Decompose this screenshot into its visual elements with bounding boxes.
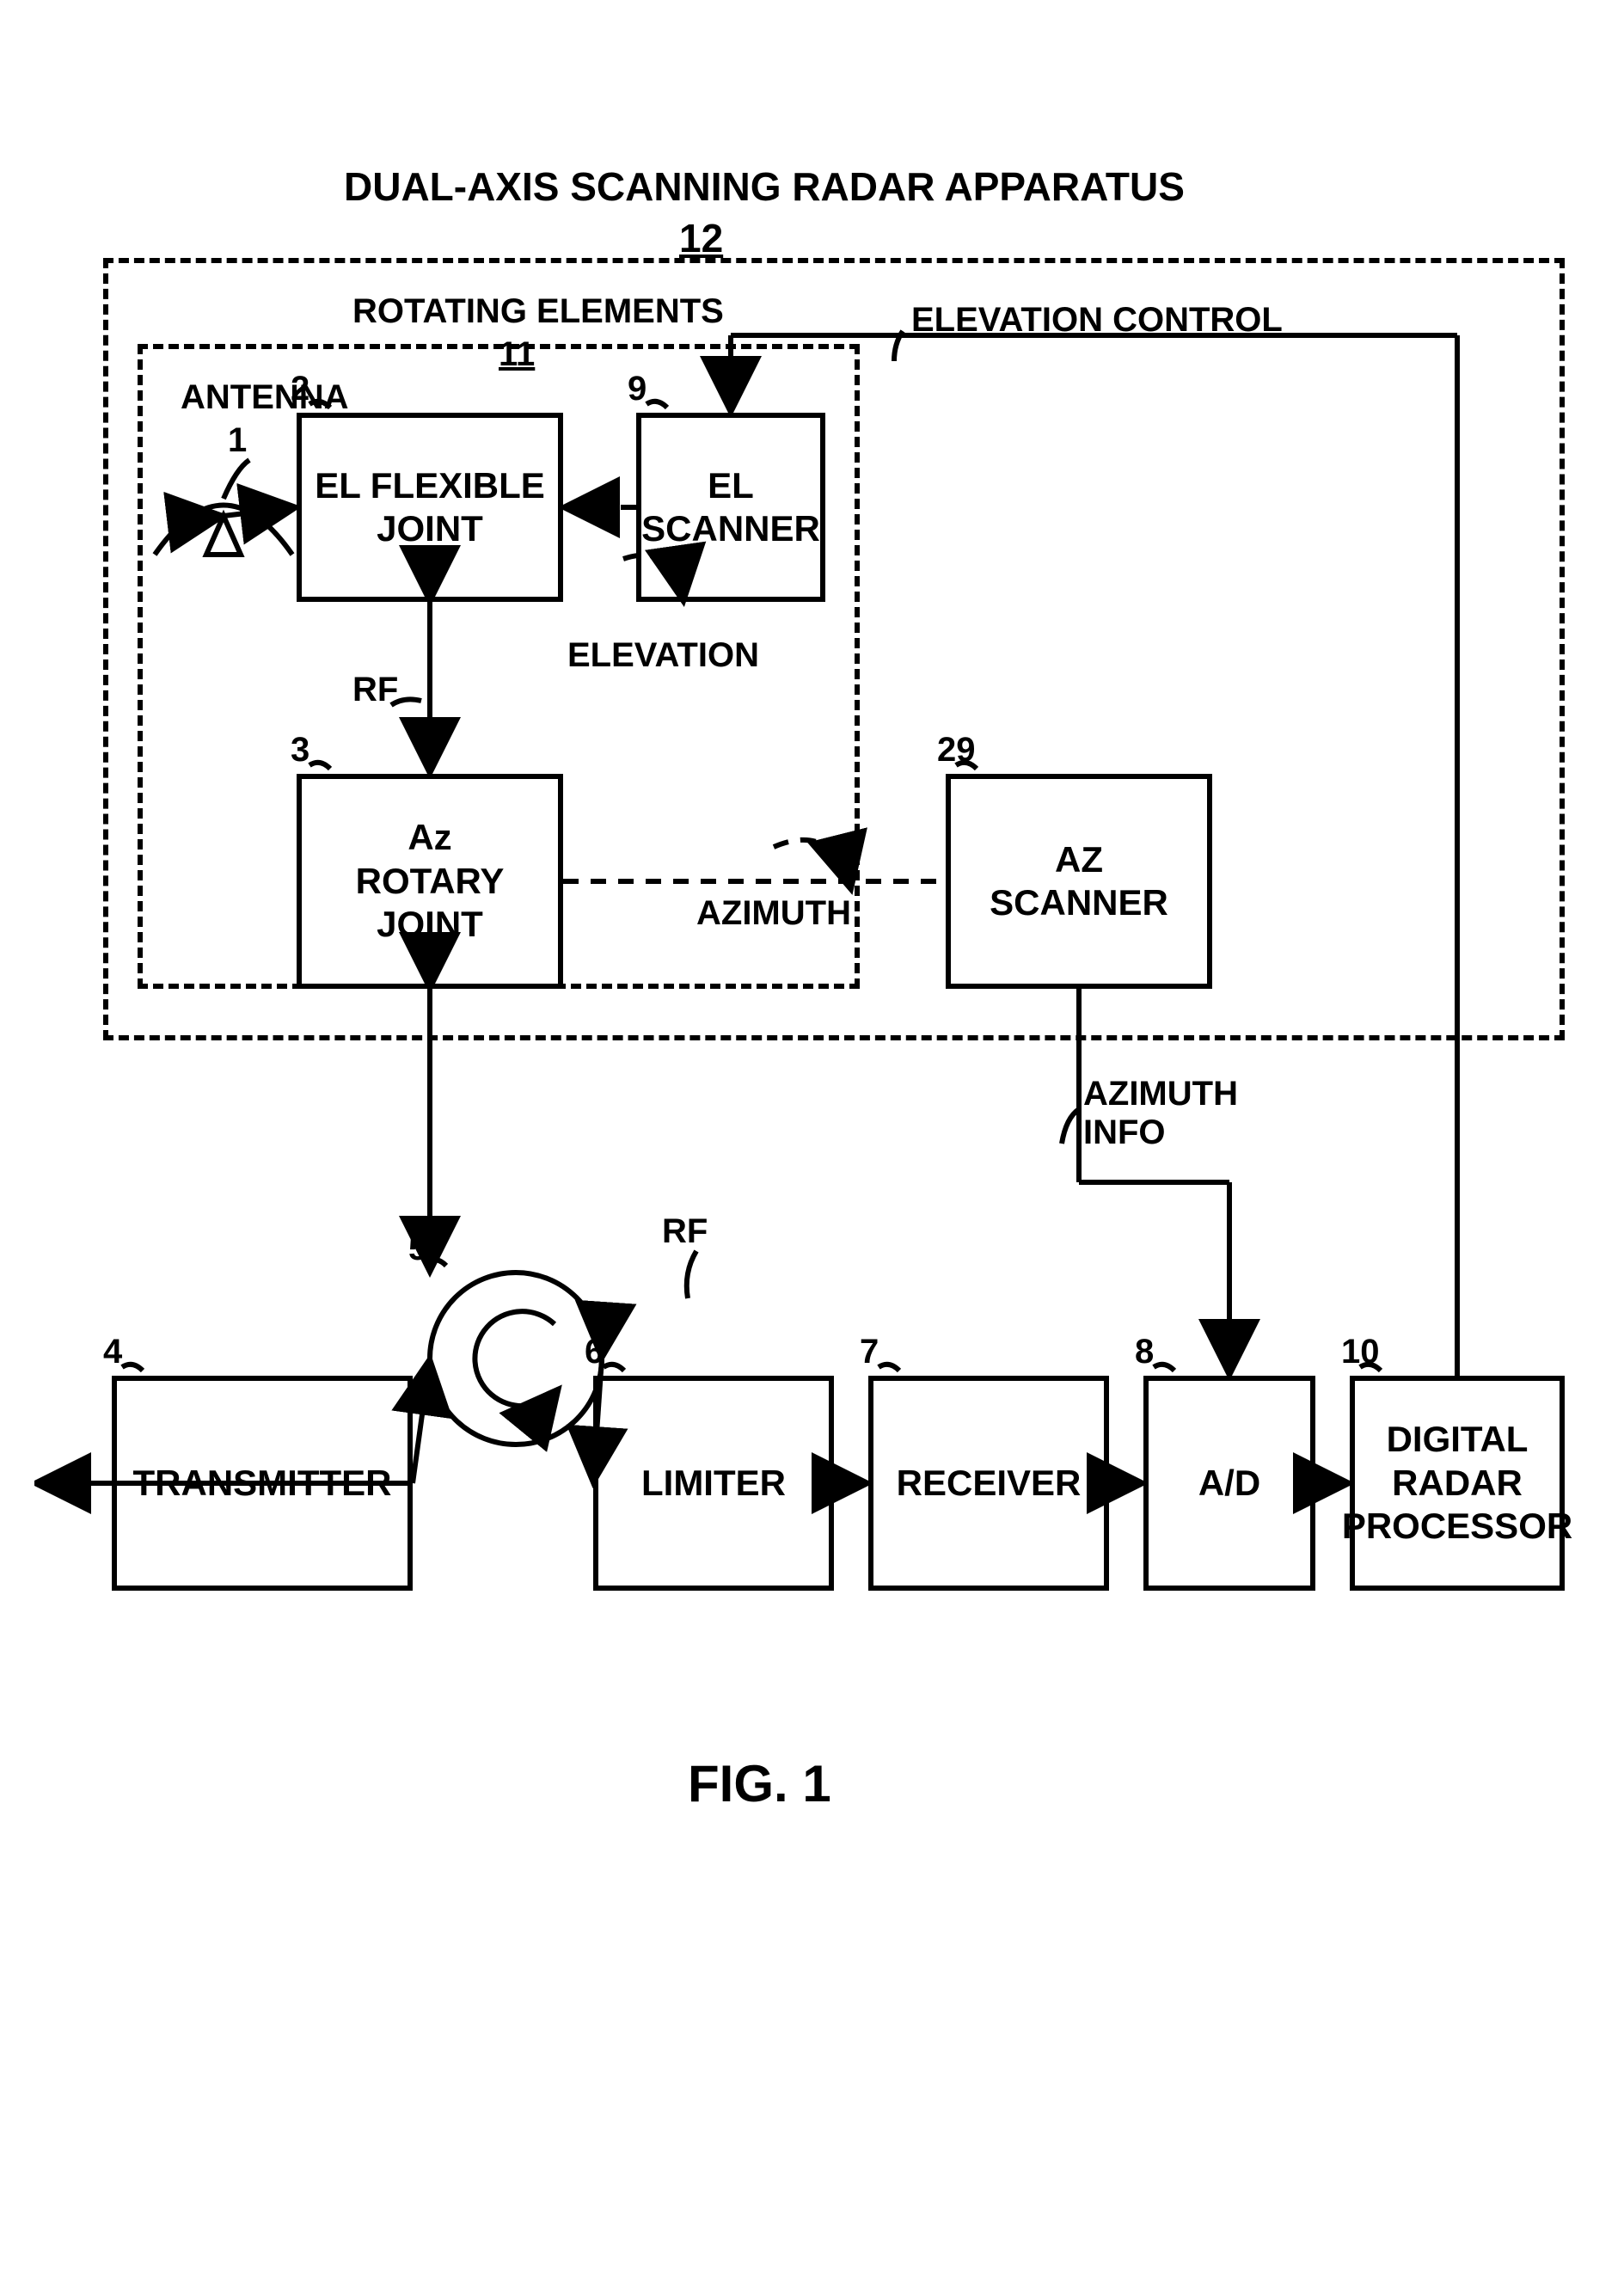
rotating-label: ROTATING ELEMENTS (352, 292, 724, 331)
transmitter-block: TRANSMITTER (112, 1376, 413, 1591)
ref-circulator: 5 (408, 1230, 427, 1268)
ref-az_rotary: 3 (291, 731, 309, 770)
ref-el_scan: 9 (628, 370, 647, 408)
limiter-label: LIMITER (641, 1462, 786, 1505)
rf2-label: RF (662, 1212, 708, 1251)
ad-label: A/D (1198, 1462, 1260, 1505)
ref-drp: 10 (1341, 1333, 1380, 1371)
drp-label: DIGITALRADARPROCESSOR (1342, 1418, 1572, 1548)
el_scan-label: ELSCANNER (641, 464, 820, 551)
az_rotary-block: AzROTARYJOINT (297, 774, 563, 989)
rf1-label: RF (352, 671, 398, 709)
figure-label: FIG. 1 (688, 1754, 831, 1813)
elevation-label: ELEVATION (567, 636, 759, 675)
receiver-block: RECEIVER (868, 1376, 1109, 1591)
az_scan-block: AZSCANNER (946, 774, 1212, 989)
el_flex-label: EL FLEXIBLEJOINT (315, 464, 545, 551)
ref-transmitter: 4 (103, 1333, 122, 1371)
ref-limiter: 6 (585, 1333, 604, 1371)
receiver-label: RECEIVER (897, 1462, 1082, 1505)
limiter-block: LIMITER (593, 1376, 834, 1591)
ref-ad: 8 (1135, 1333, 1154, 1371)
ref-antenna: 1 (228, 421, 247, 460)
azimuth-info-label: AZIMUTHINFO (1083, 1075, 1238, 1152)
ref-el_flex: 2 (291, 370, 309, 408)
elevation-control-label: ELEVATION CONTROL (911, 301, 1283, 340)
azimuth-label: AZIMUTH (696, 894, 851, 933)
rotating-ref: 11 (499, 335, 535, 374)
antenna-label: ANTENNA (181, 378, 349, 417)
transmitter-label: TRANSMITTER (133, 1462, 392, 1505)
drp-block: DIGITALRADARPROCESSOR (1350, 1376, 1565, 1591)
title-ref: 12 (679, 215, 723, 261)
title-label: DUAL-AXIS SCANNING RADAR APPARATUS (344, 163, 1185, 210)
el_flex-block: EL FLEXIBLEJOINT (297, 413, 563, 602)
az_scan-label: AZSCANNER (990, 838, 1168, 925)
ad-block: A/D (1143, 1376, 1315, 1591)
ref-receiver: 7 (860, 1333, 879, 1371)
ref-az_scan: 29 (937, 731, 976, 770)
az_rotary-label: AzROTARYJOINT (356, 816, 505, 946)
el_scan-block: ELSCANNER (636, 413, 825, 602)
